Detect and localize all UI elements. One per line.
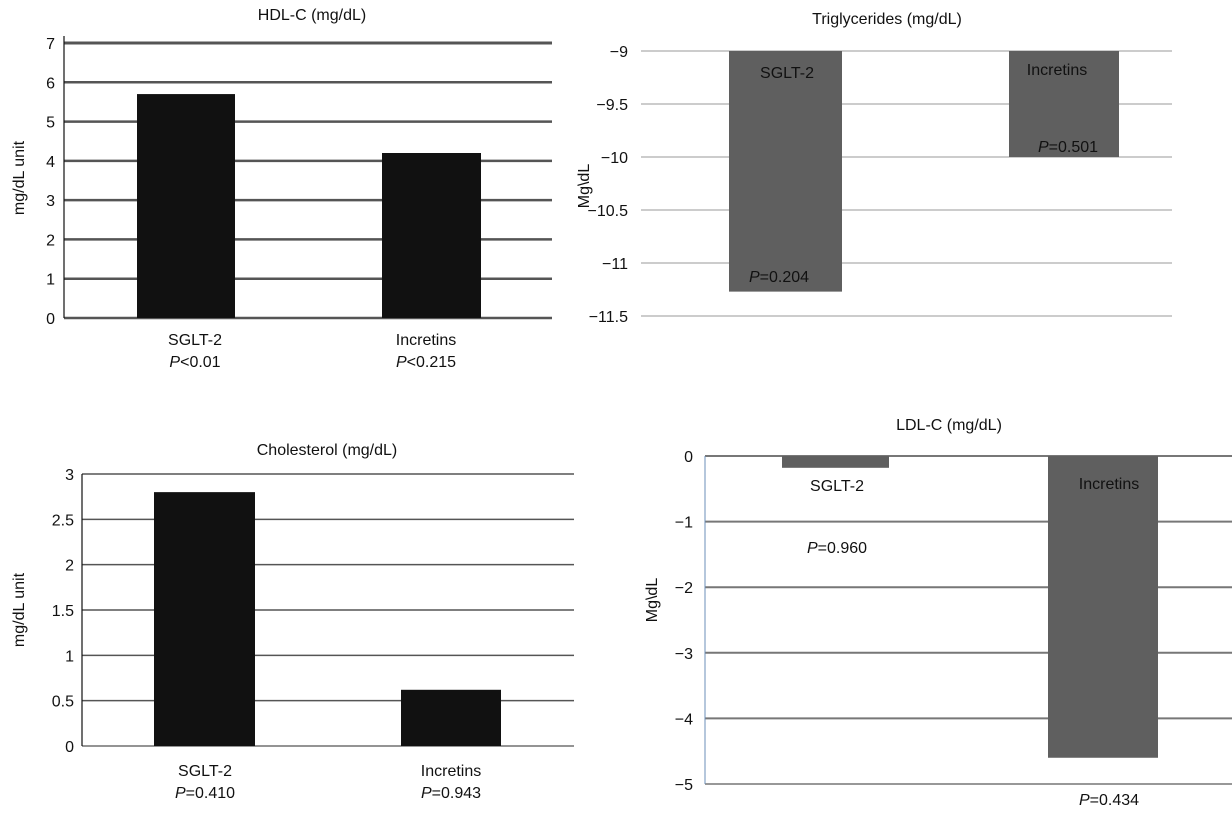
hdl-bars (137, 94, 481, 318)
triglycerides-pvalue-sglt2: P=0.204 (749, 269, 809, 286)
cholesterol-y-tick-label: 0 (65, 739, 74, 756)
triglycerides-category-incretins: Incretins (1027, 62, 1087, 79)
cholesterol-y-axis-label: mg/dL unit (11, 572, 28, 647)
hdl-y-axis-label: mg/dL unit (11, 140, 28, 215)
cholesterol-category-sglt2: SGLT-2 (178, 763, 232, 780)
triglycerides-title: Triglycerides (mg/dL) (812, 11, 962, 28)
triglycerides-y-tick-label: −11.5 (589, 309, 628, 326)
hdl-bar-incretins (382, 153, 481, 318)
hdl-y-tick-label: 0 (46, 311, 55, 328)
hdl-y-tick-label: 4 (46, 154, 55, 171)
triglycerides-y-axis-label: Mg\dL (576, 164, 593, 209)
hdl-y-ticks: 0 1 2 3 4 5 6 7 (46, 36, 55, 328)
ldl-chart: LDL-C (mg/dL) Mg\dL −5 −4 −3 −2 −1 0 SGLT-2 P… (644, 417, 1232, 809)
hdl-y-tick-label: 7 (46, 36, 55, 53)
triglycerides-y-tick-label: −10.5 (588, 203, 629, 220)
triglycerides-y-tick-label: −11 (602, 256, 628, 273)
triglycerides-y-ticks: −11.5 −11 −10.5 −10 −9.5 −9 (588, 44, 629, 326)
triglycerides-bar-sglt2 (729, 51, 842, 292)
ldl-y-tick-label: −3 (675, 646, 693, 663)
hdl-category-incretins: Incretins (396, 332, 456, 349)
ldl-y-ticks: −5 −4 −3 −2 −1 0 (675, 449, 693, 794)
triglycerides-category-sglt2: SGLT-2 (760, 65, 814, 82)
cholesterol-chart: Cholesterol (mg/dL) mg/dL unit 0 0.5 1 1.5 2… (11, 442, 574, 802)
cholesterol-y-tick-label: 3 (65, 467, 74, 484)
ldl-bar-incretins (1048, 456, 1158, 758)
triglycerides-pvalue-incretins: P=0.501 (1038, 139, 1098, 156)
triglycerides-bars (729, 51, 1119, 292)
cholesterol-y-tick-label: 2 (65, 558, 74, 575)
cholesterol-y-tick-label: 1.5 (52, 603, 74, 620)
hdl-y-tick-label: 5 (46, 115, 55, 132)
ldl-category-incretins: Incretins (1079, 476, 1139, 493)
triglycerides-chart: Triglycerides (mg/dL) Mg\dL −11.5 −11 −10.… (576, 11, 1172, 326)
ldl-y-tick-label: 0 (684, 449, 693, 466)
cholesterol-category-incretins: Incretins (421, 763, 481, 780)
cholesterol-y-tick-label: 0.5 (52, 694, 74, 711)
cholesterol-pvalue-incretins: P=0.943 (421, 785, 481, 802)
ldl-category-sglt2: SGLT-2 (810, 478, 864, 495)
ldl-bar-sglt2 (782, 456, 889, 468)
hdl-chart: HDL-C (mg/dL) mg/dL unit 0 1 2 3 4 5 6 7 SGLT-2… (11, 7, 552, 371)
triglycerides-y-tick-label: −10 (601, 150, 628, 167)
ldl-bars (782, 456, 1158, 758)
cholesterol-title: Cholesterol (mg/dL) (257, 442, 398, 459)
hdl-y-tick-label: 6 (46, 75, 55, 92)
triglycerides-bar-incretins (1009, 51, 1119, 157)
hdl-category-sglt2: SGLT-2 (168, 332, 222, 349)
cholesterol-bar-incretins (401, 689, 501, 746)
ldl-y-tick-label: −2 (675, 580, 693, 597)
hdl-pvalue-sglt2: P<0.01 (169, 354, 220, 371)
hdl-bar-sglt2 (137, 94, 235, 318)
hdl-y-tick-label: 3 (46, 193, 55, 210)
hdl-pvalue-incretins: P<0.215 (396, 354, 456, 371)
ldl-title: LDL-C (mg/dL) (896, 417, 1002, 434)
cholesterol-y-tick-label: 1 (65, 648, 74, 665)
hdl-y-tick-label: 1 (46, 272, 55, 289)
hdl-title: HDL-C (mg/dL) (258, 7, 366, 24)
cholesterol-bars (154, 492, 501, 746)
hdl-y-tick-label: 2 (46, 232, 55, 249)
cholesterol-pvalue-sglt2: P=0.410 (175, 785, 235, 802)
ldl-y-tick-label: −1 (675, 515, 693, 532)
cholesterol-y-ticks: 0 0.5 1 1.5 2 2.5 3 (52, 467, 74, 756)
ldl-y-tick-label: −4 (675, 711, 693, 728)
triglycerides-y-tick-label: −9 (610, 44, 628, 61)
ldl-y-axis-label: Mg\dL (644, 578, 661, 623)
ldl-pvalue-sglt2: P=0.960 (807, 540, 867, 557)
ldl-y-tick-label: −5 (675, 777, 693, 794)
cholesterol-bar-sglt2 (154, 492, 255, 746)
triglycerides-y-tick-label: −9.5 (596, 97, 628, 114)
cholesterol-y-tick-label: 2.5 (52, 512, 74, 529)
ldl-pvalue-incretins: P=0.434 (1079, 792, 1139, 809)
